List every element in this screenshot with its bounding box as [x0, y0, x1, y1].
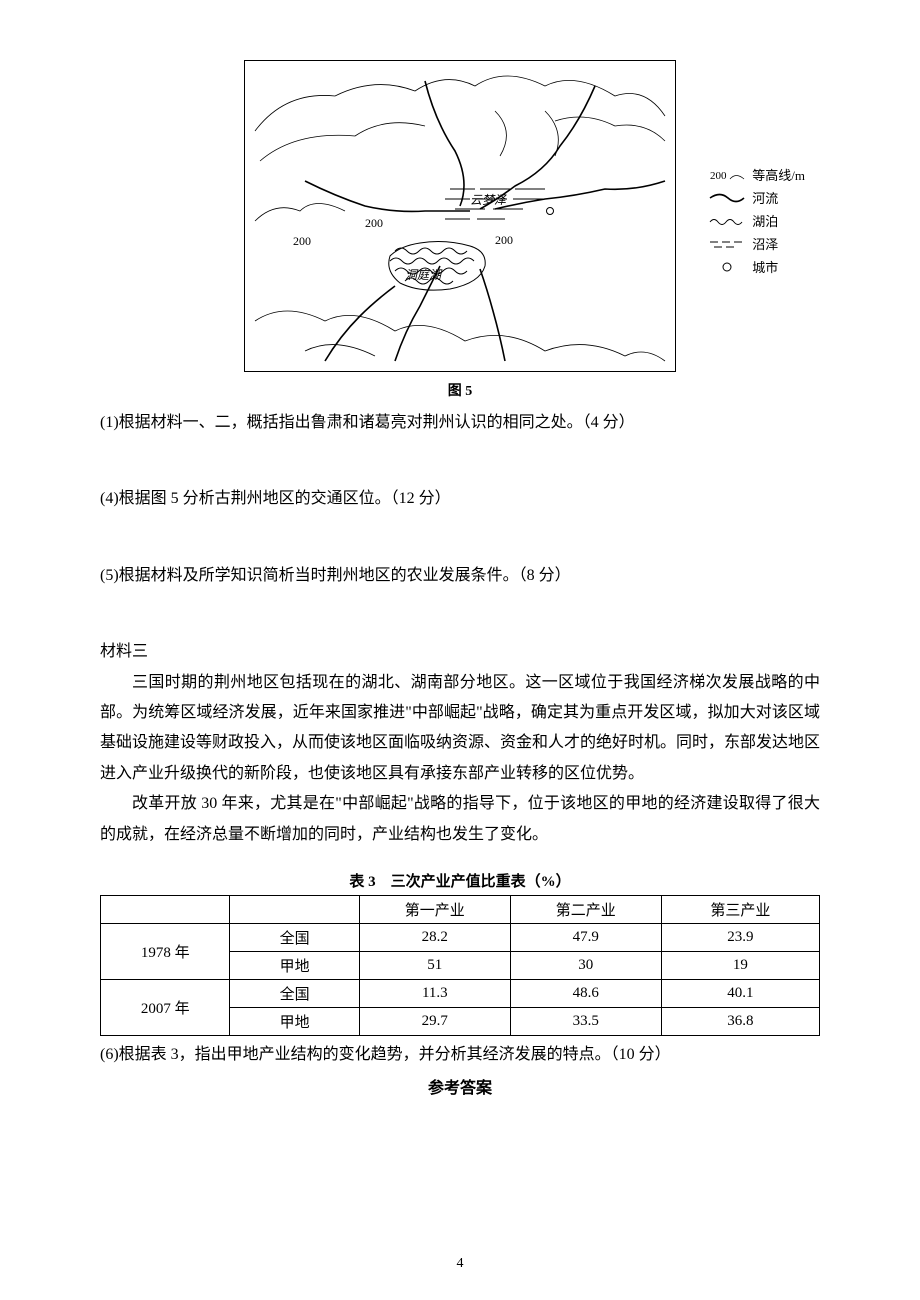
legend-river-icon — [708, 191, 746, 205]
map-label-200b: 200 — [365, 216, 383, 231]
cell-val: 28.2 — [359, 923, 510, 951]
cell-scope: 甲地 — [230, 1007, 359, 1035]
table-col-1 — [230, 895, 359, 923]
legend-swamp-icon — [708, 237, 746, 251]
legend-contour-label: 等高线/m — [752, 165, 805, 184]
map-label-dongting: 洞庭湖 — [405, 266, 441, 283]
material3-p1: 三国时期的荆州地区包括现在的湖北、湖南部分地区。这一区域位于我国经济梯次发展战略… — [100, 668, 820, 790]
map-label-yunmeng: 云梦泽 — [470, 191, 506, 208]
table-row: 2007 年 全国 11.3 48.6 40.1 — [101, 979, 820, 1007]
cell-val: 40.1 — [661, 979, 819, 1007]
legend-city-icon — [708, 260, 746, 274]
cell-scope: 全国 — [230, 979, 359, 1007]
table-col-2: 第一产业 — [359, 895, 510, 923]
cell-val: 29.7 — [359, 1007, 510, 1035]
cell-val: 19 — [661, 951, 819, 979]
cell-val: 30 — [510, 951, 661, 979]
material3-p2: 改革开放 30 年来，尤其是在"中部崛起"战略的指导下，位于该地区的甲地的经济建… — [100, 789, 820, 850]
legend-river-label: 河流 — [752, 188, 778, 207]
legend-city-label: 城市 — [752, 257, 778, 276]
cell-val: 23.9 — [661, 923, 819, 951]
table-col-0 — [101, 895, 230, 923]
svg-text:200: 200 — [710, 170, 727, 182]
map-legend: 200 等高线/m 河流 湖泊 — [708, 161, 805, 280]
question-5: (5)根据材料及所学知识简析当时荆州地区的农业发展条件。（8 分） — [100, 561, 820, 591]
table-title: 表 3 三次产业产值比重表（%） — [100, 870, 820, 891]
cell-scope: 全国 — [230, 923, 359, 951]
cell-year-1978: 1978 年 — [101, 923, 230, 979]
cell-val: 48.6 — [510, 979, 661, 1007]
question-4: (4)根据图 5 分析古荆州地区的交通区位。（12 分） — [100, 484, 820, 514]
page-number: 4 — [0, 1256, 920, 1272]
material3-heading: 材料三 — [100, 637, 820, 667]
cell-val: 51 — [359, 951, 510, 979]
cell-scope: 甲地 — [230, 951, 359, 979]
industry-table: 第一产业 第二产业 第三产业 1978 年 全国 28.2 47.9 23.9 … — [100, 895, 820, 1036]
cell-val: 33.5 — [510, 1007, 661, 1035]
figure-5-map: 云梦泽 洞庭湖 200 200 200 200 等高线/m 河流 — [244, 60, 676, 372]
map-label-200c: 200 — [495, 233, 513, 248]
table-row: 1978 年 全国 28.2 47.9 23.9 — [101, 923, 820, 951]
legend-lake-icon — [708, 214, 746, 228]
cell-val: 11.3 — [359, 979, 510, 1007]
question-6: (6)根据表 3，指出甲地产业结构的变化趋势，并分析其经济发展的特点。（10 分… — [100, 1040, 820, 1070]
map-svg — [245, 61, 675, 371]
table-col-3: 第二产业 — [510, 895, 661, 923]
legend-lake-label: 湖泊 — [752, 211, 778, 230]
answers-heading: 参考答案 — [100, 1074, 820, 1098]
figure-caption: 图 5 — [100, 380, 820, 400]
cell-year-2007: 2007 年 — [101, 979, 230, 1035]
table-col-4: 第三产业 — [661, 895, 819, 923]
question-1: (1)根据材料一、二，概括指出鲁肃和诸葛亮对荆州认识的相同之处。（4 分） — [100, 408, 820, 438]
map-label-200a: 200 — [293, 234, 311, 249]
cell-val: 36.8 — [661, 1007, 819, 1035]
legend-swamp-label: 沼泽 — [752, 234, 778, 253]
cell-val: 47.9 — [510, 923, 661, 951]
table-header-row: 第一产业 第二产业 第三产业 — [101, 895, 820, 923]
legend-contour-icon: 200 — [708, 168, 746, 182]
